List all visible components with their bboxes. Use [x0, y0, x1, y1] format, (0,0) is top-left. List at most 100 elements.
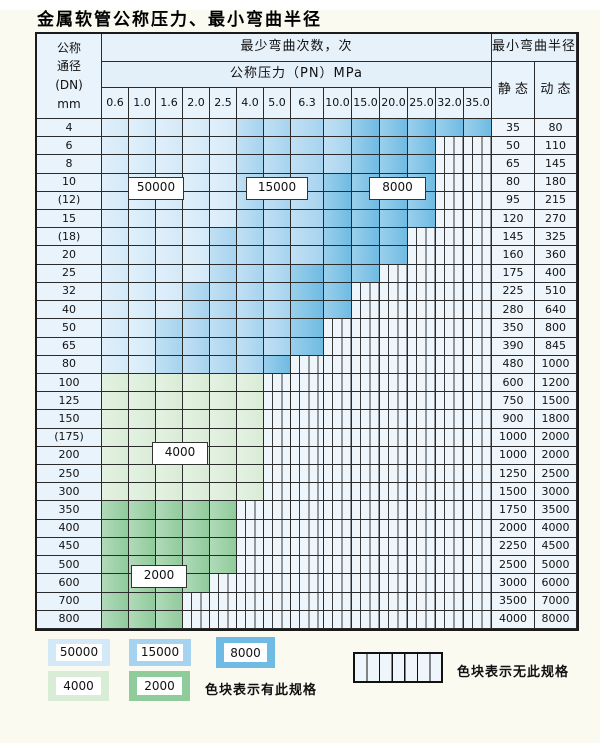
dynamic-radius-cell: 3000 [535, 483, 577, 502]
no-spec-cell [408, 246, 436, 265]
spec-cell-50000 [183, 119, 210, 138]
dn-cell: 15 [37, 210, 102, 229]
spec-cell-50000 [102, 282, 129, 302]
static-radius-cell: 750 [492, 392, 535, 411]
spec-cell-4000 [102, 373, 129, 393]
no-spec-cell [380, 574, 408, 593]
no-spec-cell [464, 301, 492, 320]
no-spec-cell [380, 610, 408, 629]
page-top-strip [0, 0, 600, 10]
dn-cell: 150 [37, 410, 102, 429]
dynamic-radius-cell: 4000 [535, 519, 577, 538]
no-spec-cell [264, 501, 291, 520]
no-spec-cell [436, 301, 464, 320]
no-spec-cell [464, 373, 492, 393]
spec-cell-15000 [210, 228, 237, 247]
spec-cell-15000 [237, 228, 264, 247]
no-spec-cell [264, 610, 291, 629]
spec-cell-8000 [352, 210, 380, 229]
static-radius-cell: 1750 [492, 501, 535, 520]
spec-cell-50000 [102, 210, 129, 229]
spec-cell-2000 [102, 519, 129, 538]
no-spec-cell [291, 574, 324, 593]
spec-cell-50000 [129, 119, 156, 138]
no-spec-cell [464, 410, 492, 429]
dynamic-radius-cell: 215 [535, 191, 577, 211]
no-spec-cell [352, 537, 380, 557]
no-spec-cell [436, 410, 464, 429]
no-spec-cell [464, 465, 492, 484]
static-radius-cell: 1500 [492, 483, 535, 502]
spec-cell-15000 [264, 337, 291, 356]
spec-cell-2000 [129, 537, 156, 557]
no-spec-cell [464, 246, 492, 265]
static-radius-cell: 160 [492, 246, 535, 265]
no-spec-cell [436, 373, 464, 393]
spec-cell-8000 [380, 246, 408, 265]
static-radius-cell: 480 [492, 355, 535, 374]
no-spec-cell [380, 446, 408, 466]
no-spec-cell [237, 537, 264, 557]
dn-cell: 8 [37, 155, 102, 174]
no-spec-cell [264, 592, 291, 611]
no-spec-cell [464, 556, 492, 575]
spec-cell-50000 [102, 119, 129, 138]
spec-cell-8000 [291, 319, 324, 338]
spec-cell-15000 [210, 246, 237, 265]
spec-cell-2000 [156, 519, 183, 538]
spec-cell-8000 [352, 155, 380, 174]
dn-cell: 25 [37, 264, 102, 283]
no-spec-cell [380, 373, 408, 393]
legend-swatch-label: 15000 [137, 644, 183, 661]
no-spec-cell [264, 556, 291, 575]
spec-cell-8000 [380, 228, 408, 247]
dn-cell: 500 [37, 556, 102, 575]
static-radius-cell: 120 [492, 210, 535, 229]
spec-cell-4000 [102, 392, 129, 411]
spec-cell-8000 [408, 155, 436, 174]
pressure-tick: 25.0 [408, 88, 436, 119]
spec-cell-50000 [210, 191, 237, 211]
spec-cell-50000 [156, 210, 183, 229]
spec-cell-4000 [183, 465, 210, 484]
no-spec-cell [237, 519, 264, 538]
spec-cell-50000 [156, 264, 183, 283]
spec-cell-15000 [156, 355, 183, 374]
spec-cell-15000 [210, 319, 237, 338]
no-spec-cell [436, 610, 464, 629]
spec-cell-15000 [264, 137, 291, 156]
spec-cell-50000 [210, 173, 237, 192]
no-spec-cell [408, 556, 436, 575]
no-spec-cell [436, 483, 464, 502]
spec-cell-8000 [436, 119, 464, 138]
no-spec-cell [408, 446, 436, 466]
cycles-label-50000: 50000 [128, 177, 184, 200]
dn-cell: (175) [37, 428, 102, 447]
no-spec-cell [464, 282, 492, 302]
no-spec-cell [464, 501, 492, 520]
spec-cell-15000 [237, 210, 264, 229]
no-spec-cell [352, 556, 380, 575]
spec-cell-50000 [102, 319, 129, 338]
no-spec-cell [408, 337, 436, 356]
dynamic-radius-cell: 325 [535, 228, 577, 247]
spec-cell-50000 [210, 119, 237, 138]
spec-cell-50000 [129, 282, 156, 302]
spec-cell-50000 [156, 301, 183, 320]
no-spec-cell [464, 155, 492, 174]
no-spec-cell [436, 519, 464, 538]
spec-cell-50000 [156, 119, 183, 138]
spec-cell-15000 [264, 228, 291, 247]
no-spec-cell [436, 155, 464, 174]
no-spec-cell [324, 574, 352, 593]
no-spec-cell [291, 501, 324, 520]
spec-cell-4000 [210, 483, 237, 502]
spec-cell-8000 [264, 355, 291, 374]
spec-cell-2000 [102, 574, 129, 593]
spec-cell-4000 [237, 483, 264, 502]
spec-cell-50000 [102, 355, 129, 374]
no-spec-cell [380, 264, 408, 283]
spec-cell-2000 [156, 537, 183, 557]
spec-cell-50000 [102, 228, 129, 247]
no-spec-cell [436, 210, 464, 229]
